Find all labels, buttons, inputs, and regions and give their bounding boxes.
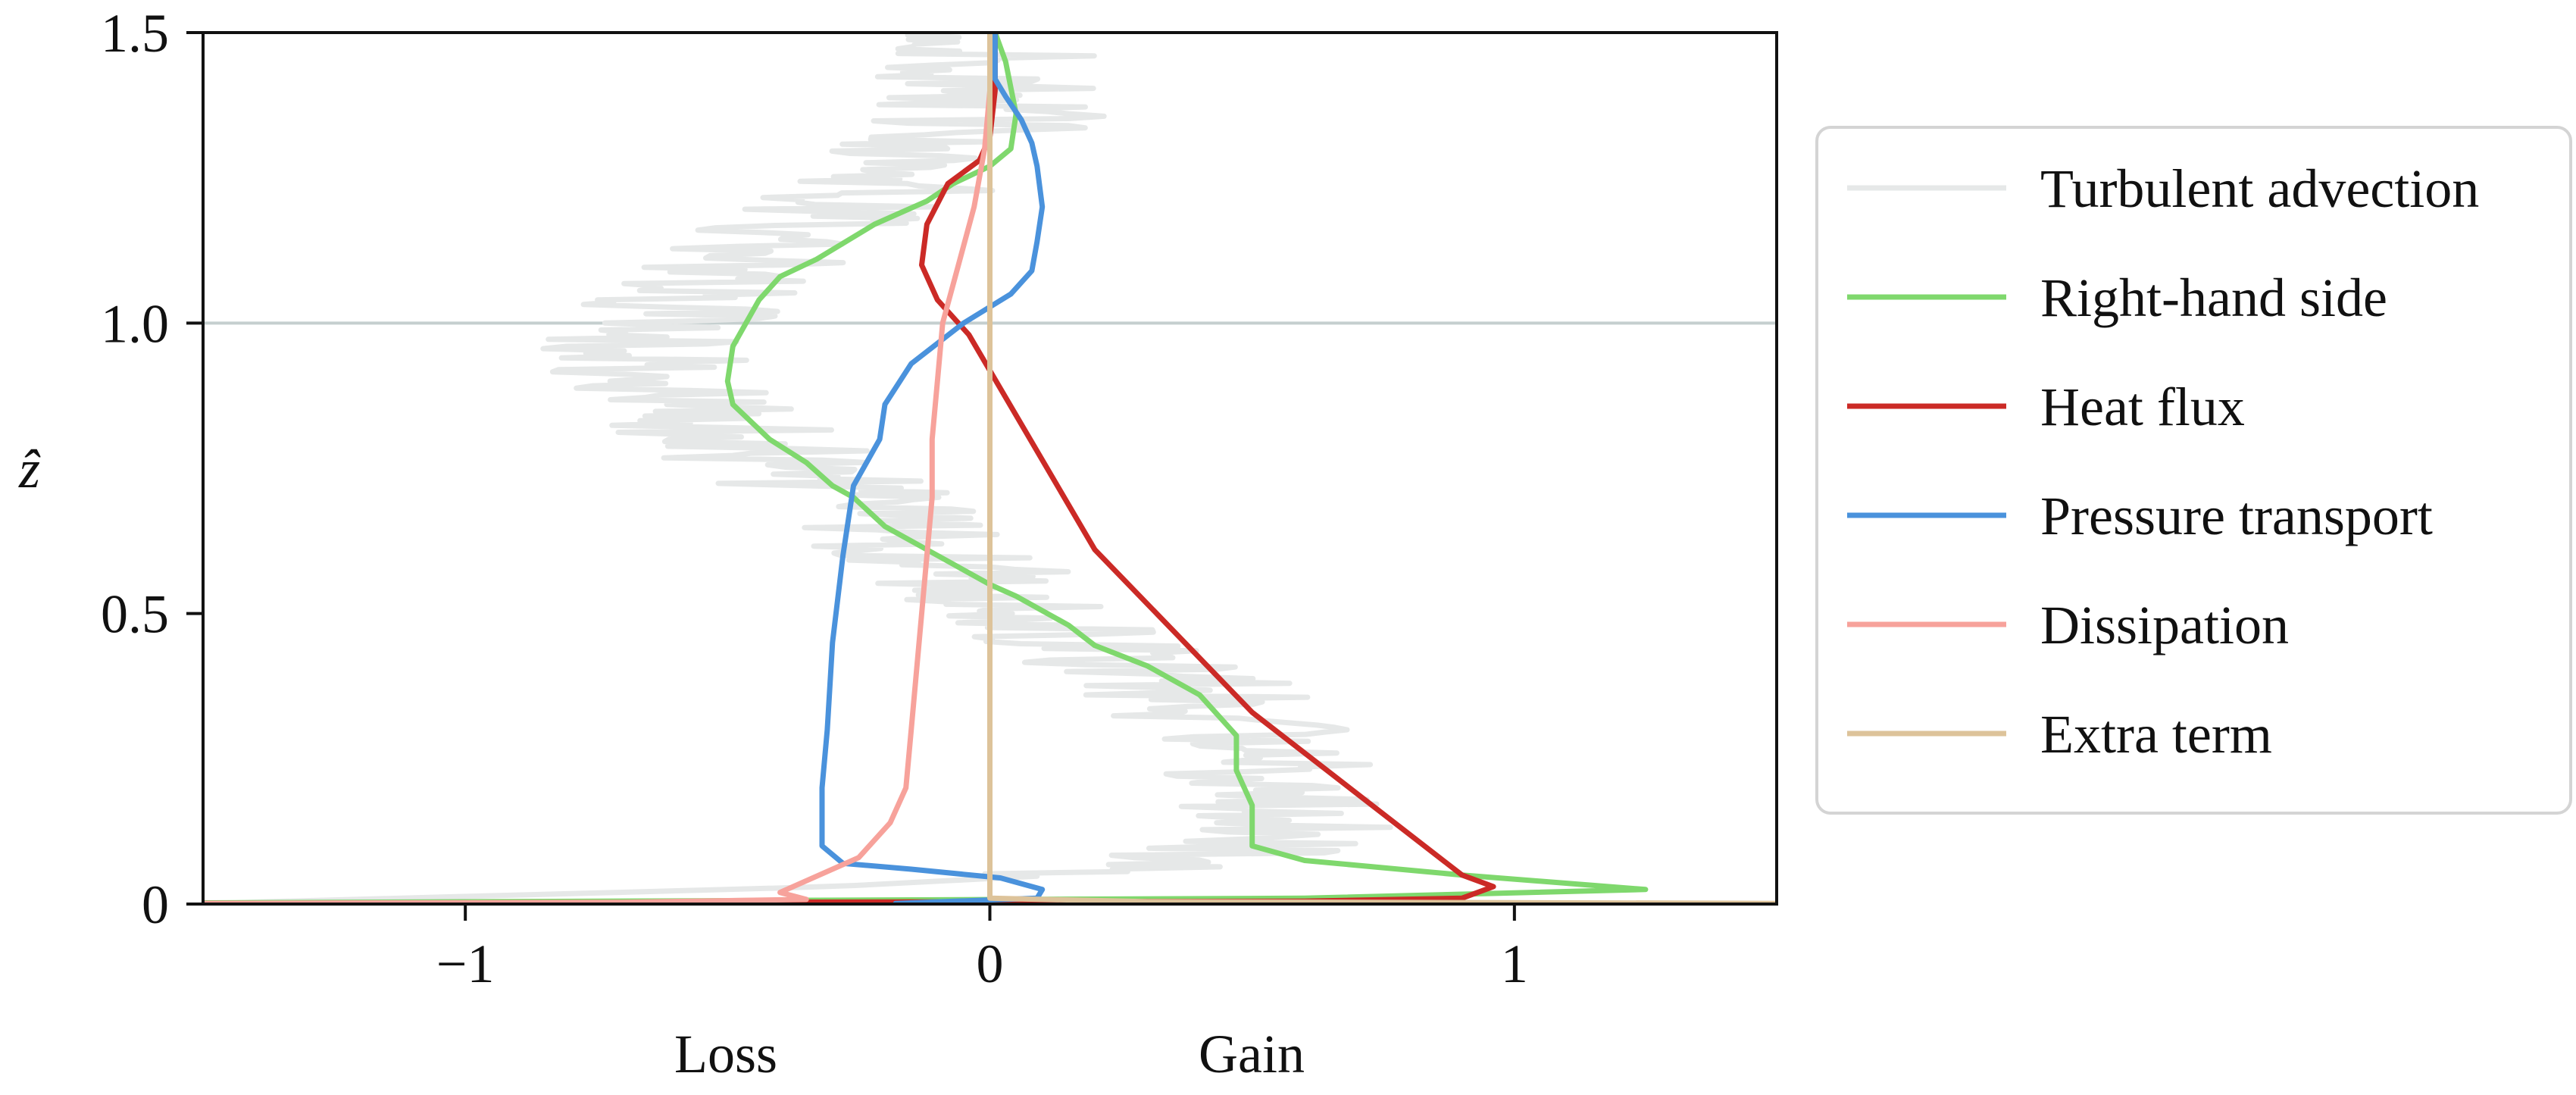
x-axis-ticks: −1 0 1: [436, 904, 1528, 994]
series-line-extra-term: [987, 33, 1777, 904]
series-layer: [203, 33, 1777, 904]
legend-label-dissipation: Dissipation: [2040, 595, 2289, 655]
legend-label-extra-term: Extra term: [2040, 704, 2272, 765]
x-tick-label: 1: [1501, 934, 1528, 994]
legend-label-heat-flux: Heat flux: [2040, 377, 2245, 437]
y-tick-label: 0.5: [101, 584, 169, 645]
series-line-dissipation: [203, 33, 993, 904]
legend-label-turbulent-advection: Turbulent advection: [2040, 158, 2479, 219]
y-tick-label: 0: [142, 874, 169, 935]
series-line-turbulent-advection: [203, 33, 1393, 904]
x-tick-label: −1: [436, 934, 495, 994]
legend: Turbulent advection Right-hand side Heat f…: [1815, 126, 2572, 815]
series-line-pressure-transport: [819, 33, 1046, 904]
y-tick-label: 1.5: [101, 3, 169, 64]
y-axis-label: ẑ: [18, 439, 41, 499]
y-axis-ticks: 0 0.5 1.0 1.5: [101, 3, 203, 935]
y-tick-label: 1.0: [101, 293, 169, 354]
x-axis-label-gain: Gain: [1199, 1024, 1305, 1084]
legend-label-right-hand-side: Right-hand side: [2040, 267, 2387, 328]
legend-label-pressure-transport: Pressure transport: [2040, 486, 2433, 546]
x-axis-label-loss: Loss: [674, 1024, 777, 1084]
x-tick-label: 0: [977, 934, 1004, 994]
